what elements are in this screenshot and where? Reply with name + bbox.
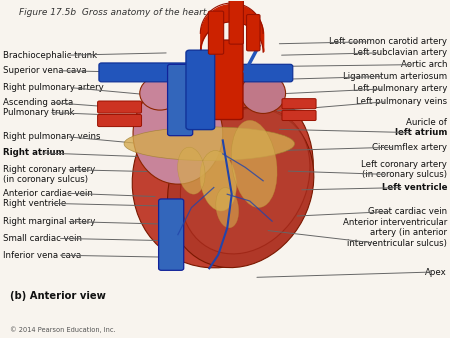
Text: left atrium: left atrium	[395, 128, 447, 137]
FancyBboxPatch shape	[186, 50, 215, 129]
Ellipse shape	[231, 120, 277, 208]
Text: Ascending aorta: Ascending aorta	[3, 98, 73, 107]
Text: Right pulmonary artery: Right pulmonary artery	[3, 83, 104, 92]
Text: Anterior interventricular: Anterior interventricular	[343, 218, 447, 227]
Text: (in coronary sulcus): (in coronary sulcus)	[362, 170, 447, 179]
FancyBboxPatch shape	[225, 64, 293, 82]
Ellipse shape	[132, 80, 313, 268]
Ellipse shape	[200, 150, 237, 211]
FancyBboxPatch shape	[99, 63, 189, 82]
Text: Figure 17.5b  Gross anatomy of the heart.: Figure 17.5b Gross anatomy of the heart.	[18, 8, 209, 18]
Text: Left coronary artery: Left coronary artery	[361, 161, 447, 169]
Text: Left pulmonary artery: Left pulmonary artery	[353, 84, 447, 93]
Text: Circumflex artery: Circumflex artery	[372, 143, 447, 152]
Text: Anterior cardiac vein: Anterior cardiac vein	[3, 189, 93, 198]
FancyBboxPatch shape	[282, 111, 316, 121]
Text: (b) Anterior view: (b) Anterior view	[9, 291, 106, 301]
Text: Pulmonary trunk: Pulmonary trunk	[3, 108, 74, 117]
FancyBboxPatch shape	[229, 0, 243, 44]
Text: Left subclavian artery: Left subclavian artery	[353, 48, 447, 57]
Text: Ligamentum arteriosum: Ligamentum arteriosum	[343, 72, 447, 81]
Text: Left pulmonary veins: Left pulmonary veins	[356, 97, 447, 106]
FancyBboxPatch shape	[247, 15, 260, 51]
Text: (in coronary sulcus): (in coronary sulcus)	[3, 175, 88, 184]
Ellipse shape	[241, 73, 286, 114]
Text: Left ventricle: Left ventricle	[382, 183, 447, 192]
FancyBboxPatch shape	[167, 64, 193, 136]
FancyBboxPatch shape	[212, 40, 243, 120]
Text: Right coronary artery: Right coronary artery	[3, 165, 95, 174]
Text: © 2014 Pearson Education, Inc.: © 2014 Pearson Education, Inc.	[9, 327, 115, 333]
Text: Left common carotid artery: Left common carotid artery	[329, 37, 447, 46]
Text: Superior vena cava: Superior vena cava	[3, 66, 86, 75]
Ellipse shape	[180, 108, 310, 254]
Ellipse shape	[140, 76, 180, 110]
Text: Small cardiac vein: Small cardiac vein	[3, 234, 82, 243]
Ellipse shape	[216, 188, 239, 228]
Text: Inferior vena cava: Inferior vena cava	[3, 251, 81, 260]
FancyBboxPatch shape	[98, 101, 142, 113]
Text: Right marginal artery: Right marginal artery	[3, 217, 95, 226]
Ellipse shape	[124, 127, 295, 161]
FancyBboxPatch shape	[282, 99, 316, 109]
Text: Right pulmonary veins: Right pulmonary veins	[3, 132, 100, 141]
FancyBboxPatch shape	[158, 199, 184, 270]
Text: Great cardiac vein: Great cardiac vein	[368, 207, 447, 216]
Text: Apex: Apex	[425, 267, 447, 276]
FancyBboxPatch shape	[208, 11, 224, 54]
Text: Brachiocephalic trunk: Brachiocephalic trunk	[3, 51, 97, 60]
Text: artery (in anterior: artery (in anterior	[370, 228, 447, 238]
Text: Aortic arch: Aortic arch	[400, 60, 447, 69]
Ellipse shape	[178, 147, 205, 194]
Ellipse shape	[133, 83, 223, 184]
FancyBboxPatch shape	[98, 115, 142, 127]
Text: Right ventricle: Right ventricle	[3, 199, 66, 208]
Ellipse shape	[167, 107, 314, 268]
Text: Right atrium: Right atrium	[3, 148, 64, 158]
Text: Auricle of: Auricle of	[406, 118, 447, 127]
Text: interventricular sulcus): interventricular sulcus)	[347, 239, 447, 247]
